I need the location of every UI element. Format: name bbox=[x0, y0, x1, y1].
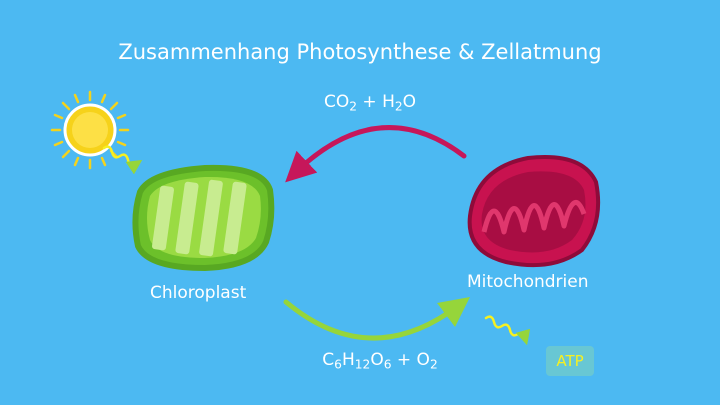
formula-subscript: 6 bbox=[334, 357, 342, 372]
energy-ray-icon bbox=[484, 315, 531, 346]
arrow-chloroplast-to-mitochondria bbox=[283, 297, 471, 341]
formula-glucose-o2: C6H12O6 + O2 bbox=[290, 350, 470, 372]
formula-part: CO bbox=[323, 92, 350, 112]
chloroplast-label: Chloroplast bbox=[150, 283, 247, 303]
formula-part: H bbox=[341, 350, 355, 370]
formula-subscript: 2 bbox=[349, 99, 358, 114]
formula-part: O bbox=[402, 92, 417, 112]
formula-subscript: 12 bbox=[354, 357, 371, 372]
formula-part: O bbox=[370, 350, 384, 370]
mitochondria-label: Mitochondrien bbox=[467, 272, 589, 292]
formula-subscript: 2 bbox=[429, 357, 438, 372]
formula-co2-h2o: CO2 + H2O bbox=[290, 92, 450, 114]
formula-subscript: 6 bbox=[383, 357, 392, 372]
formula-part: + O bbox=[391, 350, 430, 370]
diagram-title: Zusammenhang Photosynthese & Zellatmung bbox=[118, 40, 602, 64]
formula-subscript: 2 bbox=[394, 99, 403, 114]
atp-badge: ATP bbox=[546, 346, 594, 376]
thylakoid-stacks bbox=[152, 179, 247, 257]
chloroplast-icon bbox=[132, 164, 275, 272]
sunlight-ray-icon bbox=[102, 145, 143, 175]
formula-part: + H bbox=[357, 92, 395, 112]
formula-part: C bbox=[322, 350, 335, 370]
mitochondrion-icon bbox=[467, 155, 601, 268]
arrow-mitochondria-to-chloroplast bbox=[285, 125, 467, 183]
